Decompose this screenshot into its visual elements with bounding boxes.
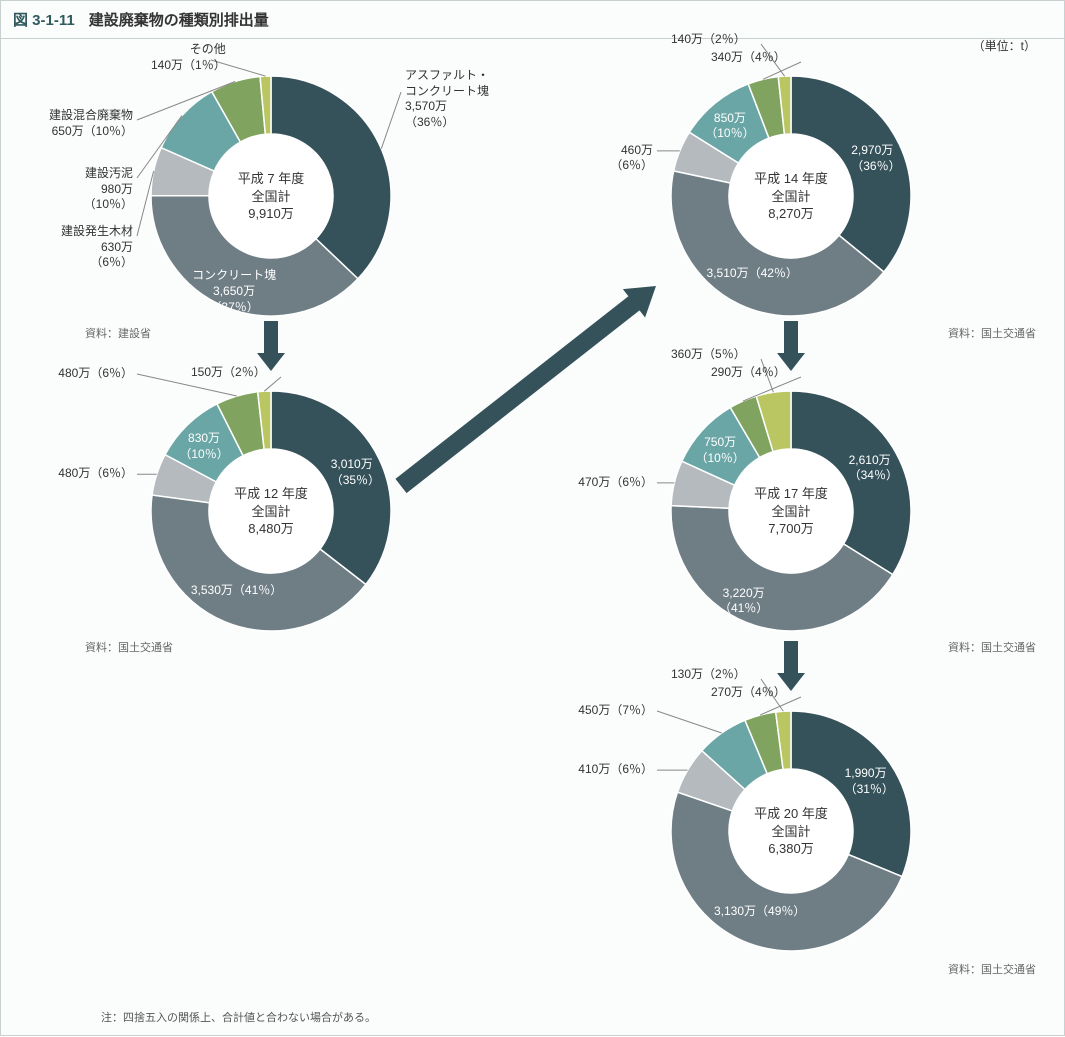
slice-label-wood: 470万（6％） (557, 475, 653, 491)
slice-label-mixed: 290万（4％） (711, 365, 786, 381)
slice-label-other: 140万（2％） (671, 32, 746, 48)
slice-label-mixed: 340万（4％） (711, 50, 786, 66)
slice-label-asphalt_concrete: 1,990万（31％） (845, 766, 894, 797)
source-h12: 資料：国土交通省 (85, 639, 173, 655)
flow-arrow (381, 266, 676, 506)
slice-label-concrete: コンクリート塊3,650万（37％） (192, 268, 276, 315)
unit-label: （単位：t） (973, 37, 1036, 54)
donut-center-h12: 平成 12 年度全国計8,480万 (209, 485, 333, 538)
slice-label-other: 150万（2％） (191, 365, 266, 381)
slice-label-asphalt_concrete: 2,970万（36％） (851, 143, 900, 174)
footnote: 注：四捨五入の関係上、合計値と合わない場合がある。 (101, 1009, 376, 1025)
donut-center-h14: 平成 14 年度全国計8,270万 (729, 170, 853, 223)
donut-center-h17: 平成 17 年度全国計7,700万 (729, 485, 853, 538)
slice-label-sludge: 830万（10％） (179, 431, 228, 462)
slice-label-other: 360万（5％） (671, 347, 746, 363)
title-bar: 図 3-1-11 建設廃棄物の種類別排出量 (1, 1, 1064, 39)
slice-label-asphalt_concrete: 2,610万（34％） (849, 453, 898, 484)
slice-label-asphalt_concrete: 3,010万（35％） (331, 457, 380, 488)
slice-label-concrete: 3,530万（41％） (191, 583, 282, 599)
slice-label-sludge: 建設汚泥980万（10％） (33, 166, 133, 213)
slice-label-wood: 410万（6％） (557, 762, 653, 778)
donut-center-h7: 平成 7 年度全国計9,910万 (209, 170, 333, 223)
source-h17: 資料：国土交通省 (948, 639, 1036, 655)
slice-label-concrete: 3,130万（49％） (714, 904, 805, 920)
figure-number: 図 3-1-11 (13, 9, 75, 30)
slice-label-other: 130万（2％） (671, 667, 746, 683)
slice-label-mixed: 480万（6％） (37, 366, 133, 382)
slice-label-other: その他140万（1％） (151, 42, 226, 73)
source-h20: 資料：国土交通省 (948, 961, 1036, 977)
slice-label-wood: 480万（6％） (37, 466, 133, 482)
slice-label-sludge: 750万（10％） (695, 435, 744, 466)
slice-label-wood: 460万（6％） (557, 143, 653, 174)
slice-label-sludge: 450万（7％） (557, 703, 653, 719)
slice-label-asphalt_concrete: アスファルト・コンクリート塊3,570万（36％） (405, 68, 489, 130)
slice-label-sludge: 850万（10％） (705, 111, 754, 142)
slice-label-mixed: 建設混合廃棄物650万（10％） (33, 108, 133, 139)
figure-container: 図 3-1-11 建設廃棄物の種類別排出量 （単位：t） 平成 7 年度全国計9… (0, 0, 1065, 1036)
figure-title: 建設廃棄物の種類別排出量 (89, 9, 269, 30)
slice-label-concrete: 3,510万（42％） (707, 266, 798, 282)
slice-label-mixed: 270万（4％） (711, 685, 786, 701)
source-h7: 資料：建設省 (85, 325, 151, 341)
donut-center-h20: 平成 20 年度全国計6,380万 (729, 805, 853, 858)
slice-label-concrete: 3,220万（41％） (719, 586, 768, 617)
slice-label-wood: 建設発生木材630万（6％） (33, 224, 133, 271)
source-h14: 資料：国土交通省 (948, 325, 1036, 341)
